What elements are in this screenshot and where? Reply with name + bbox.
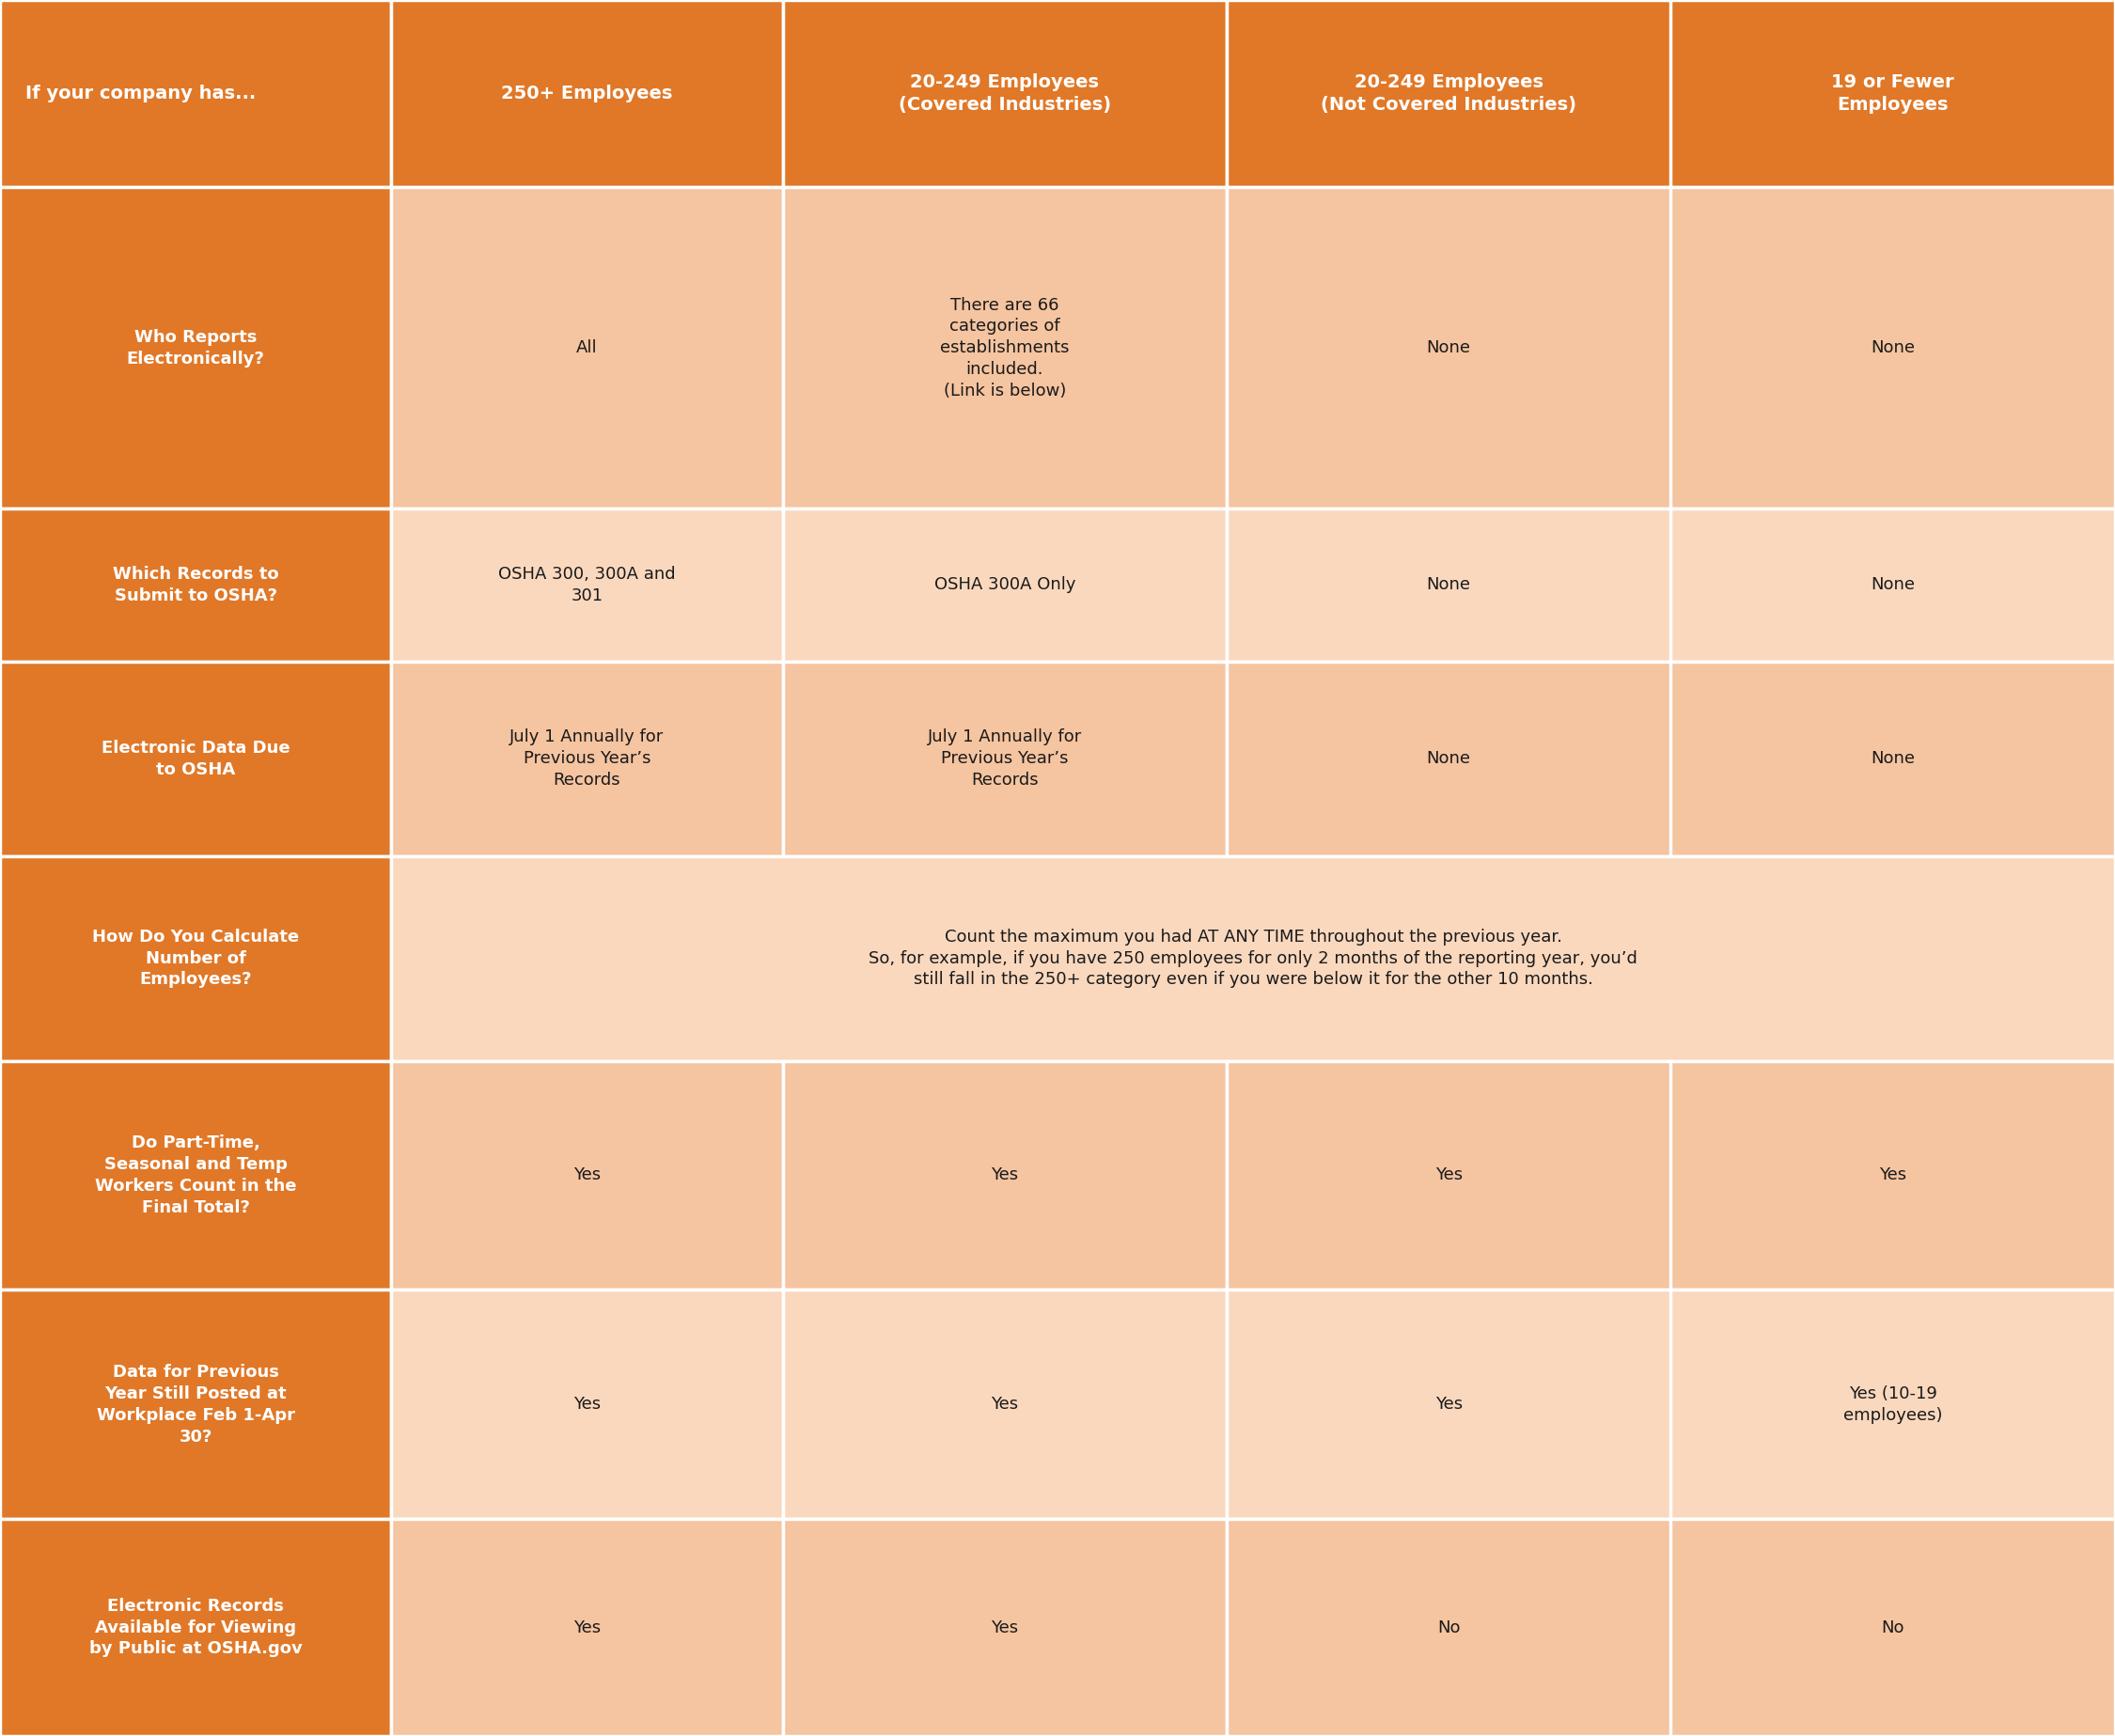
Text: OSHA 300A Only: OSHA 300A Only (935, 576, 1074, 594)
Text: Do Part-Time,
Seasonal and Temp
Workers Count in the
Final Total?: Do Part-Time, Seasonal and Temp Workers … (95, 1135, 296, 1215)
Text: Yes: Yes (573, 1396, 601, 1413)
Text: Count the maximum you had AT ANY TIME throughout the previous year.
So, for exam: Count the maximum you had AT ANY TIME th… (869, 929, 1637, 988)
Bar (1671, 0, 2115, 187)
Text: Yes: Yes (992, 1620, 1017, 1635)
Text: None: None (1428, 750, 1470, 767)
Text: There are 66
categories of
establishments
included.
(Link is below): There are 66 categories of establishment… (939, 297, 1070, 399)
Text: Yes: Yes (1436, 1396, 1461, 1413)
Text: Yes: Yes (1880, 1167, 1906, 1184)
Text: None: None (1872, 750, 1914, 767)
Bar (391, 1519, 783, 1736)
Text: Yes: Yes (573, 1167, 601, 1184)
Text: 20-249 Employees
(Covered Industries): 20-249 Employees (Covered Industries) (899, 73, 1110, 115)
Bar (391, 1290, 783, 1519)
Text: Yes: Yes (992, 1396, 1017, 1413)
Text: Electronic Data Due
to OSHA: Electronic Data Due to OSHA (102, 740, 290, 778)
Text: 20-249 Employees
(Not Covered Industries): 20-249 Employees (Not Covered Industries… (1322, 73, 1576, 115)
Text: Electronic Records
Available for Viewing
by Public at OSHA.gov: Electronic Records Available for Viewing… (89, 1597, 302, 1658)
Bar (391, 187, 783, 509)
Text: Yes: Yes (1436, 1167, 1461, 1184)
Bar (1227, 1519, 1671, 1736)
Bar (391, 661, 783, 856)
Text: Yes: Yes (573, 1620, 601, 1635)
Bar (1671, 1061, 2115, 1290)
Bar (0, 1519, 391, 1736)
Bar (1227, 0, 1671, 187)
Text: All: All (575, 340, 599, 356)
Text: Yes (10-19
employees): Yes (10-19 employees) (1844, 1385, 1942, 1424)
Bar (391, 1061, 783, 1290)
Text: None: None (1872, 340, 1914, 356)
Bar (1671, 187, 2115, 509)
Bar (0, 0, 391, 187)
Bar (783, 1519, 1227, 1736)
Bar (783, 1061, 1227, 1290)
Bar (1227, 187, 1671, 509)
Text: If your company has...: If your company has... (25, 85, 256, 102)
Text: Which Records to
Submit to OSHA?: Which Records to Submit to OSHA? (112, 566, 279, 604)
Text: OSHA 300, 300A and
301: OSHA 300, 300A and 301 (499, 566, 675, 604)
Text: Yes: Yes (992, 1167, 1017, 1184)
Bar (783, 661, 1227, 856)
Bar (783, 0, 1227, 187)
Bar (0, 187, 391, 509)
Text: None: None (1872, 576, 1914, 594)
Bar (0, 661, 391, 856)
Bar (0, 1061, 391, 1290)
Bar (0, 509, 391, 661)
Bar (1227, 509, 1671, 661)
Bar (783, 509, 1227, 661)
Text: How Do You Calculate
Number of
Employees?: How Do You Calculate Number of Employees… (93, 929, 298, 988)
Text: No: No (1882, 1620, 1904, 1635)
Bar (1227, 661, 1671, 856)
Bar (1227, 1290, 1671, 1519)
Text: Data for Previous
Year Still Posted at
Workplace Feb 1-Apr
30?: Data for Previous Year Still Posted at W… (97, 1364, 294, 1444)
Text: None: None (1428, 340, 1470, 356)
Text: 250+ Employees: 250+ Employees (501, 85, 673, 102)
Text: None: None (1428, 576, 1470, 594)
Bar (0, 1290, 391, 1519)
Bar (1671, 1290, 2115, 1519)
Bar (1227, 1061, 1671, 1290)
Text: 19 or Fewer
Employees: 19 or Fewer Employees (1832, 73, 1954, 115)
Bar (391, 509, 783, 661)
Text: July 1 Annually for
Previous Year’s
Records: July 1 Annually for Previous Year’s Reco… (510, 729, 664, 788)
Text: No: No (1438, 1620, 1459, 1635)
Bar (391, 0, 783, 187)
Text: July 1 Annually for
Previous Year’s
Records: July 1 Annually for Previous Year’s Reco… (926, 729, 1083, 788)
Bar (1671, 1519, 2115, 1736)
Text: Who Reports
Electronically?: Who Reports Electronically? (127, 328, 264, 368)
Bar (1671, 509, 2115, 661)
Bar (783, 187, 1227, 509)
Bar (0, 856, 391, 1061)
Bar (1671, 661, 2115, 856)
Bar (783, 1290, 1227, 1519)
Bar (391, 856, 2115, 1061)
